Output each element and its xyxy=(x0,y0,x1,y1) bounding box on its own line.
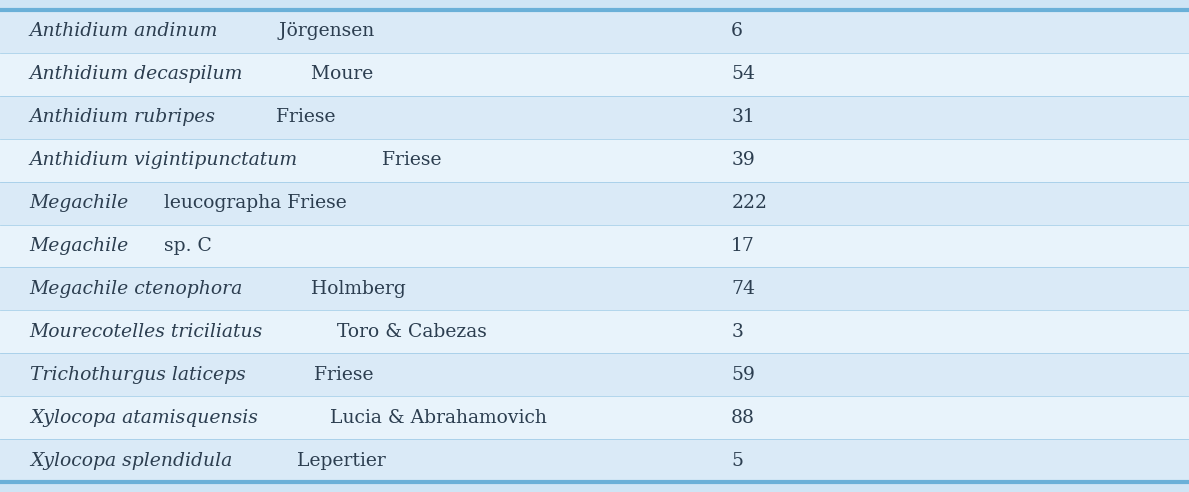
Text: 88: 88 xyxy=(731,409,755,427)
Text: 222: 222 xyxy=(731,194,767,212)
Text: Anthidium vigintipunctatum: Anthidium vigintipunctatum xyxy=(30,151,298,169)
Text: 31: 31 xyxy=(731,108,755,126)
Text: Friese: Friese xyxy=(308,366,373,384)
Bar xyxy=(0,224,1189,268)
Bar xyxy=(0,96,1189,139)
Text: Trichothurgus laticeps: Trichothurgus laticeps xyxy=(30,366,245,384)
Text: Friese: Friese xyxy=(270,108,335,126)
Text: 39: 39 xyxy=(731,151,755,169)
Bar xyxy=(0,53,1189,96)
Text: Anthidium decaspilum: Anthidium decaspilum xyxy=(30,65,243,83)
Text: 74: 74 xyxy=(731,280,755,298)
Bar xyxy=(0,139,1189,182)
Text: Mourecotelles triciliatus: Mourecotelles triciliatus xyxy=(30,323,263,341)
Text: Megachile: Megachile xyxy=(30,194,128,212)
Text: 5: 5 xyxy=(731,452,743,470)
Text: Xylocopa atamisquensis: Xylocopa atamisquensis xyxy=(30,409,258,427)
Text: Toro & Cabezas: Toro & Cabezas xyxy=(331,323,486,341)
Text: Megachile ctenophora: Megachile ctenophora xyxy=(30,280,243,298)
Text: Holmberg: Holmberg xyxy=(304,280,405,298)
Text: leucographa Friese: leucographa Friese xyxy=(158,194,346,212)
Bar xyxy=(0,396,1189,439)
Text: 6: 6 xyxy=(731,22,743,40)
Text: 3: 3 xyxy=(731,323,743,341)
Bar xyxy=(0,310,1189,353)
Text: Megachile: Megachile xyxy=(30,237,128,255)
Text: Lepertier: Lepertier xyxy=(290,452,385,470)
Text: Anthidium rubripes: Anthidium rubripes xyxy=(30,108,215,126)
Text: Lucia & Abrahamovich: Lucia & Abrahamovich xyxy=(323,409,547,427)
Text: Xylocopa splendidula: Xylocopa splendidula xyxy=(30,452,232,470)
Bar xyxy=(0,439,1189,482)
Bar xyxy=(0,268,1189,310)
Bar xyxy=(0,353,1189,396)
Text: Friese: Friese xyxy=(376,151,441,169)
Text: 59: 59 xyxy=(731,366,755,384)
Bar xyxy=(0,182,1189,224)
Text: Moure: Moure xyxy=(306,65,373,83)
Text: Jörgensen: Jörgensen xyxy=(272,22,375,40)
Text: Anthidium andinum: Anthidium andinum xyxy=(30,22,218,40)
Bar xyxy=(0,10,1189,53)
Text: sp. C: sp. C xyxy=(158,237,212,255)
Text: 54: 54 xyxy=(731,65,755,83)
Text: 17: 17 xyxy=(731,237,755,255)
